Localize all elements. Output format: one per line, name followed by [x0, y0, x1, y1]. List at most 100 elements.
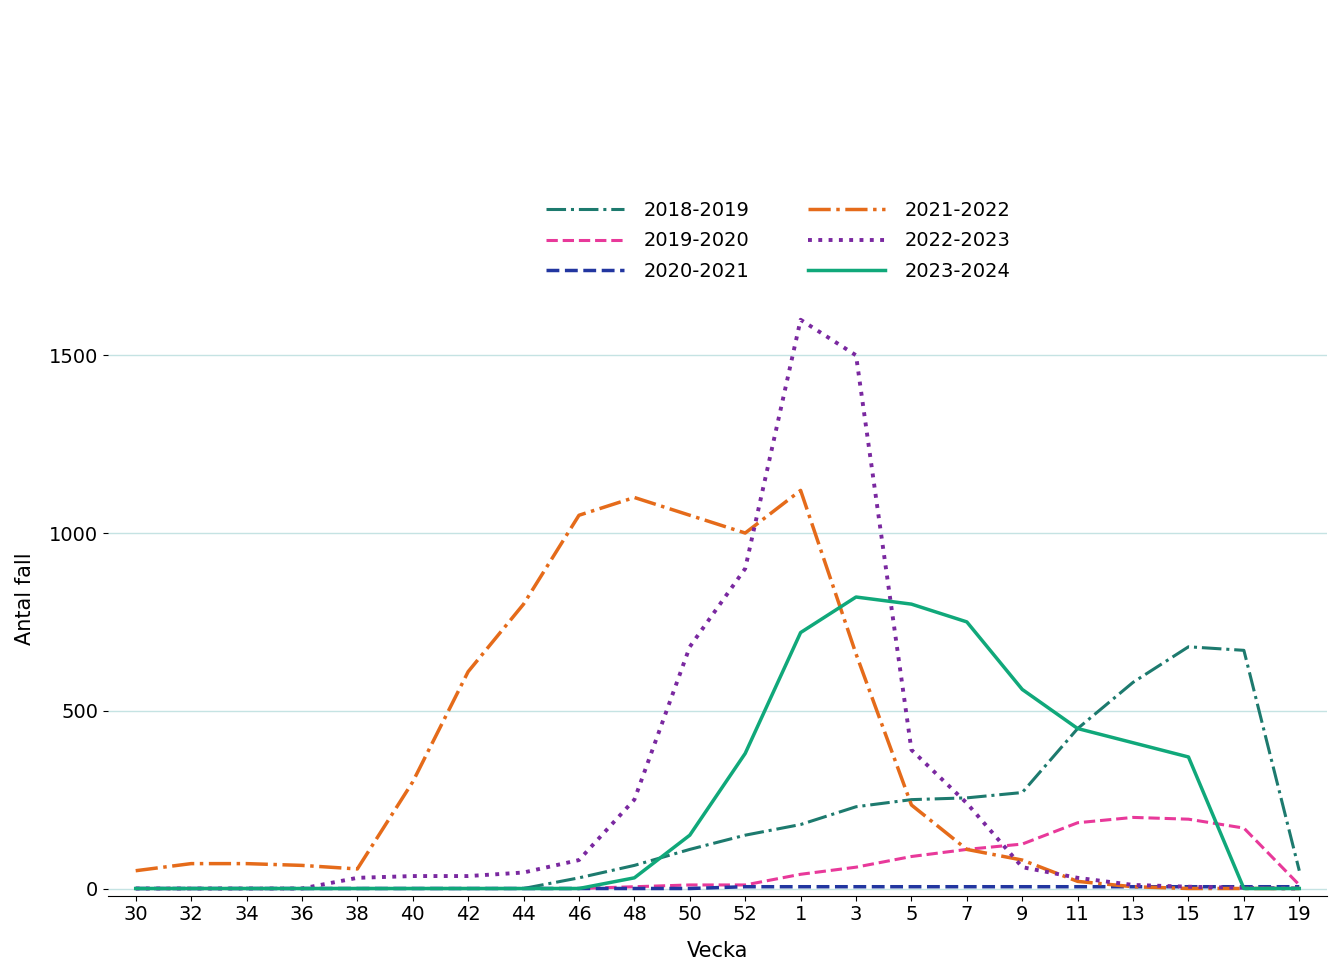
2023-2024 [1291, 882, 1307, 894]
2022-2023 [903, 744, 919, 755]
2022-2023 [127, 882, 144, 894]
2023-2024 [127, 882, 144, 894]
2022-2023 [1070, 872, 1086, 883]
2019-2020 [1070, 817, 1086, 829]
2018-2019 [294, 882, 310, 894]
2018-2019 [239, 882, 255, 894]
2020-2021 [294, 882, 310, 894]
2018-2019 [1181, 641, 1197, 653]
2020-2021 [127, 882, 144, 894]
2018-2019 [1015, 787, 1031, 798]
2019-2020 [405, 882, 421, 894]
2023-2024 [848, 591, 864, 603]
2023-2024 [349, 882, 365, 894]
2019-2020 [570, 882, 586, 894]
2021-2022 [1125, 881, 1141, 893]
2019-2020 [682, 879, 698, 891]
2019-2020 [1125, 812, 1141, 824]
2021-2022 [183, 858, 199, 870]
2018-2019 [793, 819, 809, 831]
2022-2023 [1236, 882, 1252, 894]
2020-2021 [1236, 881, 1252, 893]
2019-2020 [737, 879, 753, 891]
2021-2022 [294, 860, 310, 872]
2021-2022 [239, 858, 255, 870]
2021-2022 [460, 666, 476, 677]
2022-2023 [460, 871, 476, 882]
2022-2023 [183, 882, 199, 894]
2018-2019 [127, 882, 144, 894]
2018-2019 [903, 793, 919, 805]
2020-2021 [958, 881, 974, 893]
2022-2023 [1125, 879, 1141, 891]
2019-2020 [958, 843, 974, 855]
2021-2022 [848, 648, 864, 660]
2021-2022 [1236, 882, 1252, 894]
2021-2022 [737, 527, 753, 539]
Y-axis label: Antal fall: Antal fall [15, 552, 35, 645]
2019-2020 [793, 869, 809, 880]
2020-2021 [460, 882, 476, 894]
2020-2021 [848, 881, 864, 893]
Legend: 2018-2019, 2019-2020, 2020-2021, 2021-2022, 2022-2023, 2023-2024: 2018-2019, 2019-2020, 2020-2021, 2021-20… [538, 193, 1019, 289]
2019-2020 [848, 861, 864, 873]
2019-2020 [1181, 813, 1197, 825]
2022-2023 [570, 854, 586, 866]
2023-2024 [515, 882, 531, 894]
2018-2019 [1236, 644, 1252, 656]
2020-2021 [793, 881, 809, 893]
2023-2024 [682, 830, 698, 841]
2020-2021 [682, 882, 698, 894]
2018-2019 [183, 882, 199, 894]
2019-2020 [239, 882, 255, 894]
2023-2024 [460, 882, 476, 894]
2022-2023 [737, 563, 753, 575]
2021-2022 [570, 509, 586, 521]
2018-2019 [1125, 676, 1141, 688]
Line: 2018-2019: 2018-2019 [136, 647, 1299, 888]
2019-2020 [1015, 838, 1031, 850]
2020-2021 [239, 882, 255, 894]
2019-2020 [903, 851, 919, 863]
2023-2024 [793, 627, 809, 638]
Line: 2020-2021: 2020-2021 [136, 887, 1299, 888]
2020-2021 [1015, 881, 1031, 893]
2023-2024 [1125, 737, 1141, 749]
2018-2019 [958, 792, 974, 803]
2018-2019 [460, 882, 476, 894]
2018-2019 [737, 830, 753, 841]
2019-2020 [1236, 822, 1252, 834]
2022-2023 [405, 871, 421, 882]
2020-2021 [1181, 881, 1197, 893]
2018-2019 [349, 882, 365, 894]
2020-2021 [1070, 881, 1086, 893]
2019-2020 [349, 882, 365, 894]
2019-2020 [127, 882, 144, 894]
2022-2023 [848, 349, 864, 361]
2022-2023 [239, 882, 255, 894]
2018-2019 [1291, 865, 1307, 876]
2019-2020 [515, 882, 531, 894]
2019-2020 [460, 882, 476, 894]
2023-2024 [570, 882, 586, 894]
X-axis label: Vecka: Vecka [687, 941, 749, 961]
2021-2022 [793, 484, 809, 496]
2022-2023 [349, 872, 365, 883]
2023-2024 [405, 882, 421, 894]
2022-2023 [958, 797, 974, 809]
2022-2023 [682, 641, 698, 653]
2022-2023 [627, 793, 643, 805]
2022-2023 [1181, 881, 1197, 893]
2020-2021 [737, 881, 753, 893]
2021-2022 [958, 843, 974, 855]
2022-2023 [515, 867, 531, 878]
2021-2022 [349, 863, 365, 874]
2022-2023 [793, 314, 809, 326]
2019-2020 [183, 882, 199, 894]
Line: 2022-2023: 2022-2023 [136, 320, 1299, 888]
2021-2022 [127, 865, 144, 876]
2021-2022 [682, 509, 698, 521]
2023-2024 [903, 598, 919, 610]
2020-2021 [405, 882, 421, 894]
2018-2019 [1070, 722, 1086, 734]
